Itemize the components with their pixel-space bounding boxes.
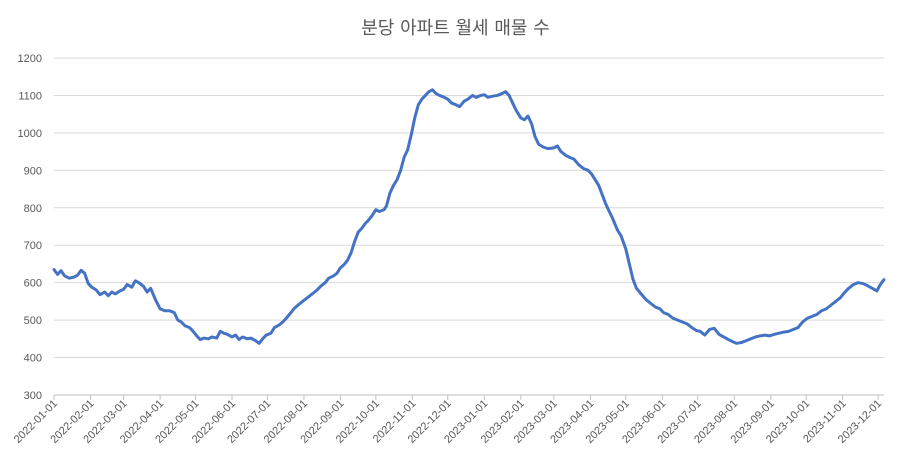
y-tick-label: 400 bbox=[24, 353, 42, 365]
gridlines bbox=[54, 57, 884, 396]
y-tick-label: 1100 bbox=[18, 90, 42, 102]
y-tick-label: 700 bbox=[24, 240, 42, 252]
y-tick-label: 600 bbox=[24, 278, 42, 290]
series-layer bbox=[52, 88, 886, 345]
x-axis: 2022-01-012022-02-012022-03-012022-04-01… bbox=[12, 395, 884, 446]
series-line bbox=[52, 88, 886, 345]
y-tick-label: 1000 bbox=[18, 128, 42, 140]
y-tick-label: 800 bbox=[24, 203, 42, 215]
y-tick-label: 900 bbox=[24, 165, 42, 177]
chart-title: 분당 아파트 월세 매물 수 bbox=[361, 18, 550, 39]
y-axis: 300 400 500 600 700 800 900 1000 1100 1200 bbox=[18, 53, 42, 402]
y-tick-label: 500 bbox=[24, 315, 42, 327]
y-tick-label: 300 bbox=[24, 390, 42, 402]
y-tick-label: 1200 bbox=[18, 53, 42, 65]
